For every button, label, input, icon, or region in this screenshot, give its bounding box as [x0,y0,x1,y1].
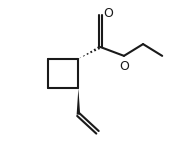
Polygon shape [77,88,80,115]
Text: O: O [103,7,113,20]
Text: O: O [119,60,129,73]
